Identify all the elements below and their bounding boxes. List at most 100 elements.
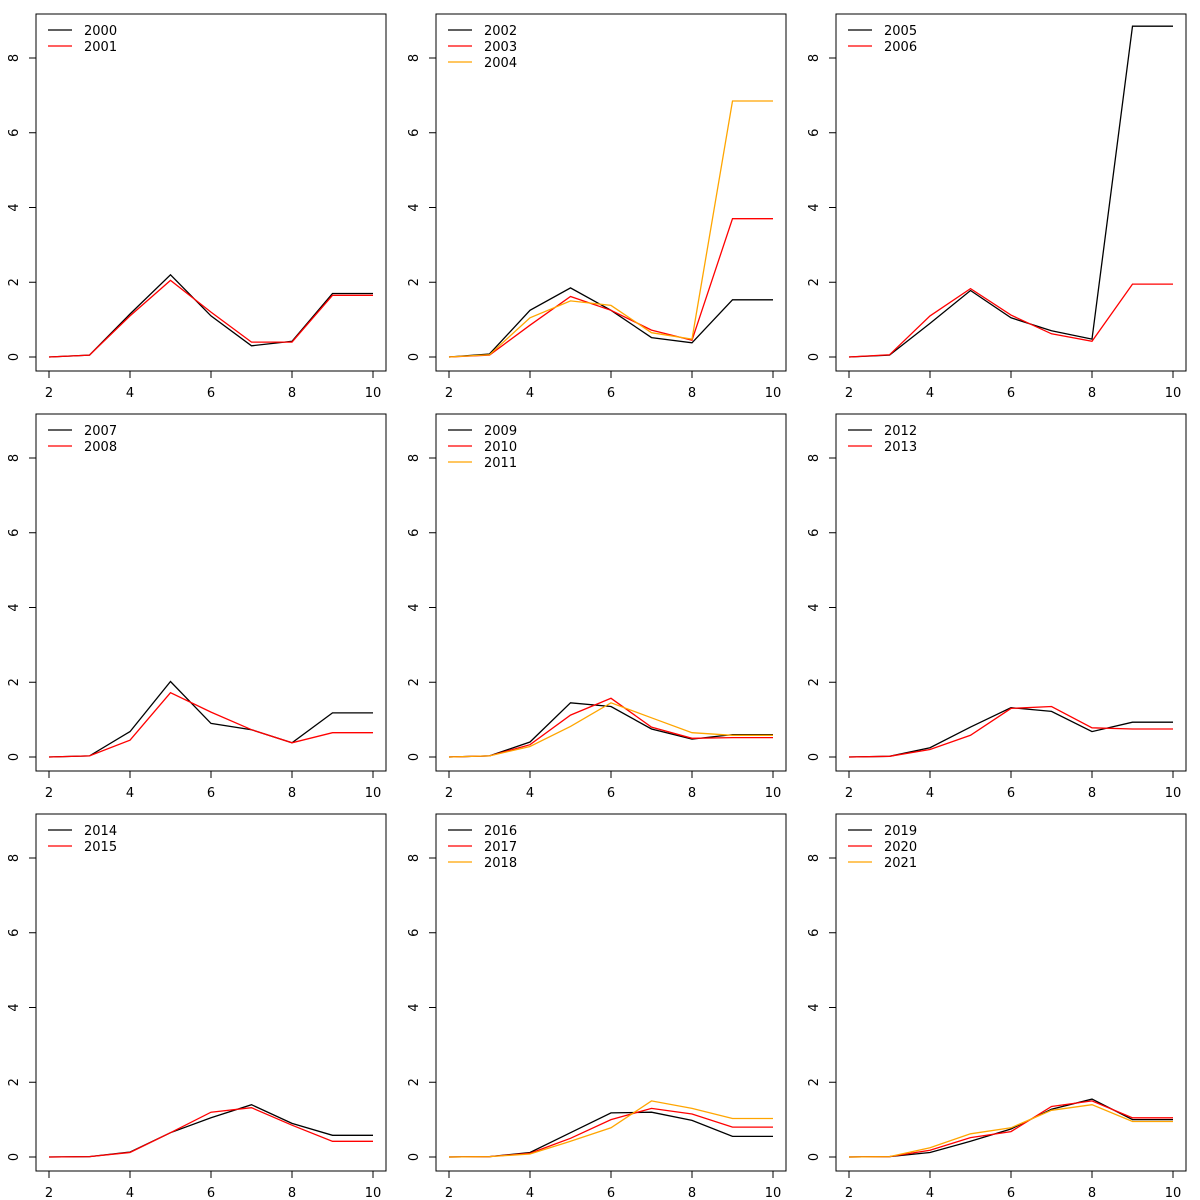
y-tick-label: 6 xyxy=(807,929,822,937)
y-tick-label: 8 xyxy=(807,854,822,862)
series-line-2004 xyxy=(448,100,773,358)
x-tick-label: 4 xyxy=(526,386,534,401)
legend-label: 2002 xyxy=(484,24,517,39)
x-tick-label: 2 xyxy=(445,386,453,401)
x-tick-label: 10 xyxy=(365,786,382,801)
y-tick-label: 0 xyxy=(7,353,22,361)
series-line-2005 xyxy=(848,25,1173,358)
x-tick-label: 2 xyxy=(845,1186,853,1200)
y-tick-label: 8 xyxy=(407,54,422,62)
x-tick-label: 6 xyxy=(607,786,615,801)
x-tick-label: 8 xyxy=(688,786,696,801)
y-tick-label: 6 xyxy=(407,129,422,137)
x-tick-label: 10 xyxy=(765,1186,782,1200)
y-tick-label: 8 xyxy=(407,454,422,462)
y-tick-label: 8 xyxy=(7,454,22,462)
series-line-2020 xyxy=(848,1100,1173,1158)
x-tick-label: 10 xyxy=(765,786,782,801)
legend-label: 2020 xyxy=(884,840,917,855)
y-tick-label: 0 xyxy=(807,753,822,761)
y-tick-label: 4 xyxy=(807,1003,822,1011)
x-tick-label: 8 xyxy=(288,786,296,801)
x-tick-label: 6 xyxy=(607,1186,615,1200)
series-line-2003 xyxy=(448,218,773,358)
x-tick-label: 6 xyxy=(1007,386,1015,401)
x-tick-label: 4 xyxy=(126,1186,134,1200)
x-tick-label: 4 xyxy=(926,386,934,401)
legend-label: 2011 xyxy=(484,456,517,471)
series-line-2001 xyxy=(48,279,373,358)
series-line-2007 xyxy=(48,680,373,758)
series-line-2008 xyxy=(48,691,373,758)
x-tick-label: 10 xyxy=(365,1186,382,1200)
x-tick-label: 10 xyxy=(1165,386,1182,401)
y-tick-label: 2 xyxy=(407,678,422,686)
y-tick-label: 4 xyxy=(7,203,22,211)
x-tick-label: 4 xyxy=(526,1186,534,1200)
y-tick-label: 0 xyxy=(807,1153,822,1161)
y-tick-label: 4 xyxy=(407,1003,422,1011)
legend-label: 2001 xyxy=(84,40,117,55)
x-tick-label: 4 xyxy=(926,1186,934,1200)
x-tick-label: 6 xyxy=(607,386,615,401)
y-tick-label: 0 xyxy=(407,753,422,761)
x-tick-label: 8 xyxy=(688,386,696,401)
x-tick-label: 10 xyxy=(765,386,782,401)
plot-frame xyxy=(835,413,1187,772)
y-tick-label: 2 xyxy=(807,278,822,286)
y-tick-label: 0 xyxy=(7,753,22,761)
series-line-2021 xyxy=(848,1104,1173,1158)
y-tick-label: 0 xyxy=(407,353,422,361)
y-tick-label: 0 xyxy=(7,1153,22,1161)
legend-label: 2005 xyxy=(884,24,917,39)
x-tick-label: 10 xyxy=(1165,786,1182,801)
y-tick-label: 8 xyxy=(7,854,22,862)
y-tick-label: 6 xyxy=(7,129,22,137)
series-line-2006 xyxy=(848,283,1173,358)
legend-label: 2016 xyxy=(484,824,517,839)
x-tick-label: 6 xyxy=(1007,786,1015,801)
y-tick-label: 4 xyxy=(807,203,822,211)
y-tick-label: 6 xyxy=(807,529,822,537)
y-tick-label: 6 xyxy=(807,129,822,137)
y-tick-label: 2 xyxy=(407,278,422,286)
series-line-2012 xyxy=(848,707,1173,758)
series-line-2000 xyxy=(48,273,373,358)
x-tick-label: 4 xyxy=(126,786,134,801)
y-tick-label: 2 xyxy=(807,1078,822,1086)
y-tick-label: 6 xyxy=(407,529,422,537)
plot-frame xyxy=(35,413,387,772)
y-tick-label: 4 xyxy=(407,603,422,611)
series-line-2016 xyxy=(448,1111,773,1158)
y-tick-label: 0 xyxy=(407,1153,422,1161)
x-tick-label: 2 xyxy=(845,386,853,401)
x-tick-label: 6 xyxy=(207,386,215,401)
x-tick-label: 8 xyxy=(288,1186,296,1200)
legend-label: 2007 xyxy=(84,424,117,439)
y-tick-label: 6 xyxy=(7,529,22,537)
series-line-2015 xyxy=(48,1107,373,1158)
x-tick-label: 2 xyxy=(445,1186,453,1200)
legend-label: 2015 xyxy=(84,840,117,855)
x-tick-label: 8 xyxy=(1088,786,1096,801)
x-tick-label: 10 xyxy=(365,386,382,401)
series-line-2013 xyxy=(848,705,1173,758)
y-tick-label: 6 xyxy=(407,929,422,937)
legend-label: 2003 xyxy=(484,40,517,55)
x-tick-label: 8 xyxy=(288,386,296,401)
legend-label: 2004 xyxy=(484,56,517,71)
series-line-2011 xyxy=(448,702,773,758)
series-line-2009 xyxy=(448,702,773,758)
plot-frame xyxy=(35,13,387,372)
x-tick-label: 6 xyxy=(207,1186,215,1200)
legend-label: 2008 xyxy=(84,440,117,455)
x-tick-label: 2 xyxy=(45,1186,53,1200)
